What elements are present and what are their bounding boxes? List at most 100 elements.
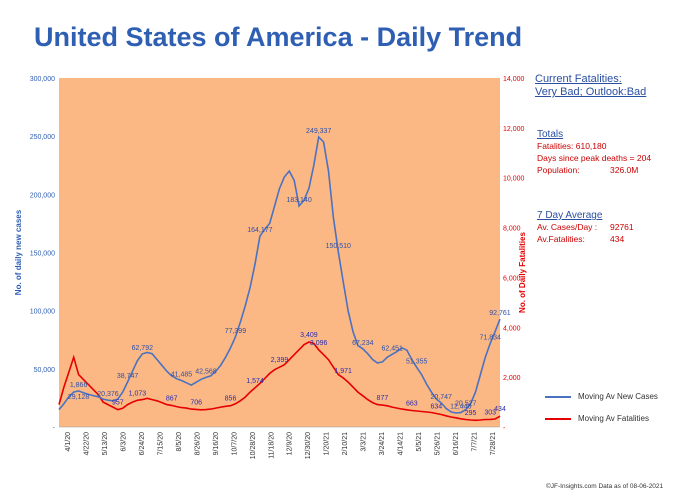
series-line-cases — [58, 135, 501, 414]
footer-credit: ©JF-Insights.com Data as of 08-06-2021 — [546, 483, 664, 490]
x-tick-label: 5/5/21 — [416, 432, 423, 452]
x-tick-label: 9/16/20 — [213, 432, 220, 455]
y2-tick-label: 6,000 — [503, 275, 521, 282]
y-tick-label: 100,000 — [30, 309, 55, 316]
x-tick-label: 8/5/20 — [176, 432, 183, 452]
plot-area — [59, 78, 500, 427]
data-label-cases: 51,355 — [406, 358, 428, 365]
data-label-cases: 62,792 — [132, 345, 154, 352]
data-label-fatalities: 3,409 — [300, 332, 318, 339]
avg-cases: Av. Cases/Day : 92761 — [537, 221, 634, 233]
status-panel: Current Fatalities: Very Bad; Outlook:Ba… — [535, 73, 646, 99]
data-label-cases: 164,177 — [247, 227, 272, 234]
x-tick-label: 8/26/20 — [194, 432, 201, 455]
data-label-fatalities: 1,073 — [129, 390, 147, 397]
y-axis-title: No. of daily new cases — [14, 209, 23, 295]
data-label-fatalities: 434 — [494, 406, 506, 413]
x-tick-label: 11/18/20 — [268, 432, 275, 459]
avg-cases-value: 92761 — [610, 222, 634, 232]
data-label-fatalities: 877 — [377, 395, 389, 402]
data-label-fatalities: 295 — [465, 410, 477, 417]
x-tick-label: 5/26/21 — [435, 432, 442, 455]
x-tick-label: 6/16/21 — [453, 432, 460, 455]
avg-cases-label: Av. Cases/Day : — [537, 222, 598, 232]
x-tick-label: 10/7/20 — [231, 432, 238, 455]
totals-fatalities: Fatalities: 610,180 — [537, 141, 607, 151]
status-line-1: Current Fatalities: — [535, 73, 622, 85]
y-tick-label: 50,000 — [34, 367, 56, 374]
data-label-cases: 29,128 — [68, 394, 90, 401]
y-tick-label: - — [53, 425, 56, 432]
x-tick-label: 6/24/20 — [139, 432, 146, 455]
legend-swatch-fatalities — [545, 418, 571, 420]
x-tick-label: 5/13/20 — [102, 432, 109, 455]
x-tick-label: 4/14/21 — [398, 432, 405, 455]
data-label-fatalities: 706 — [190, 399, 202, 406]
data-label-cases: 62,451 — [381, 345, 403, 352]
seven-day-heading: 7 Day Average — [537, 210, 603, 221]
x-tick-label: 7/7/21 — [472, 432, 479, 452]
data-label-cases: 77,399 — [225, 328, 247, 335]
population-value: 326.0M — [610, 165, 639, 175]
y2-tick-label: 10,000 — [503, 176, 525, 183]
x-tick-label: 4/1/20 — [65, 432, 72, 452]
data-label-fatalities: 856 — [225, 396, 237, 403]
totals-days-since-peak: Days since peak deaths = 204 — [537, 153, 652, 163]
data-label-fatalities: 663 — [406, 400, 418, 407]
status-line-2: Very Bad; Outlook:Bad — [535, 86, 647, 98]
data-label-cases: 20,747 — [430, 394, 452, 401]
x-tick-label: 3/3/21 — [361, 432, 368, 452]
series-line-fatalities — [58, 341, 501, 422]
data-label-cases: 38,747 — [117, 373, 139, 380]
y-tick-label: 250,000 — [30, 134, 55, 141]
data-label-fatalities: 1,971 — [334, 368, 352, 375]
seven-day-panel: 7 Day Average Av. Cases/Day : 92761 Av.Fa… — [537, 210, 634, 245]
x-tick-label: 10/28/20 — [250, 432, 257, 459]
data-label-fatalities: 957 — [112, 400, 124, 407]
y2-axis-title: No. of Daily Fatalities — [518, 231, 527, 312]
legend-label-cases: Moving Av New Cases — [578, 392, 658, 401]
x-tick-label: 4/22/20 — [83, 432, 90, 455]
y-tick-label: 300,000 — [30, 76, 55, 83]
data-label-cases: 71,834 — [479, 334, 501, 341]
x-tick-label: 7/15/20 — [157, 432, 164, 455]
x-tick-label: 12/9/20 — [287, 432, 294, 455]
data-label-cases: 42,568 — [195, 368, 217, 375]
y2-tick-label: 14,000 — [503, 76, 525, 83]
totals-population: Population: 326.0M — [537, 164, 651, 176]
x-tick-label: 12/30/20 — [305, 432, 312, 459]
data-label-fatalities: 867 — [166, 395, 178, 402]
y-tick-label: 150,000 — [30, 251, 55, 258]
legend-label-fatalities: Moving Av Fatalities — [578, 414, 649, 423]
y2-tick-label: 4,000 — [503, 325, 521, 332]
x-tick-label: 2/10/21 — [342, 432, 349, 455]
x-tick-label: 3/24/21 — [379, 432, 386, 455]
avg-fatalities: Av.Fatalities: 434 — [537, 233, 624, 245]
data-label-cases: 183,140 — [286, 197, 311, 204]
y2-tick-label: 2,000 — [503, 375, 521, 382]
x-tick-label: 7/28/21 — [490, 432, 497, 455]
x-tick-label: 1/20/21 — [324, 432, 331, 455]
data-label-fatalities: 303 — [484, 409, 496, 416]
data-label-fatalities: 2,399 — [271, 357, 289, 364]
legend-swatch-cases — [545, 396, 571, 398]
data-label-fatalities: 1,574 — [246, 378, 264, 385]
totals-heading: Totals — [537, 129, 564, 140]
avg-fatalities-label: Av.Fatalities: — [537, 234, 585, 244]
data-label-cases: 20,376 — [97, 391, 119, 398]
data-label-cases: 92,761 — [489, 310, 511, 317]
x-tick-label: 6/3/20 — [120, 432, 127, 452]
data-label-fatalities: 3,096 — [310, 340, 328, 347]
y-tick-label: 200,000 — [30, 192, 55, 199]
data-label-cases: 41,485 — [171, 371, 193, 378]
totals-panel: Totals Fatalities: 610,180 Days since pe… — [537, 129, 651, 176]
page-title: United States of America - Daily Trend — [34, 22, 523, 52]
avg-fatalities-value: 434 — [610, 234, 625, 244]
data-label-cases: 67,234 — [352, 340, 374, 347]
y2-tick-label: - — [503, 425, 506, 432]
y2-tick-label: 8,000 — [503, 226, 521, 233]
data-label-cases: 1,866 — [70, 382, 88, 389]
data-label-fatalities: 634 — [430, 404, 442, 411]
data-label-cases: 150,510 — [326, 243, 351, 250]
y2-tick-label: 12,000 — [503, 126, 525, 133]
